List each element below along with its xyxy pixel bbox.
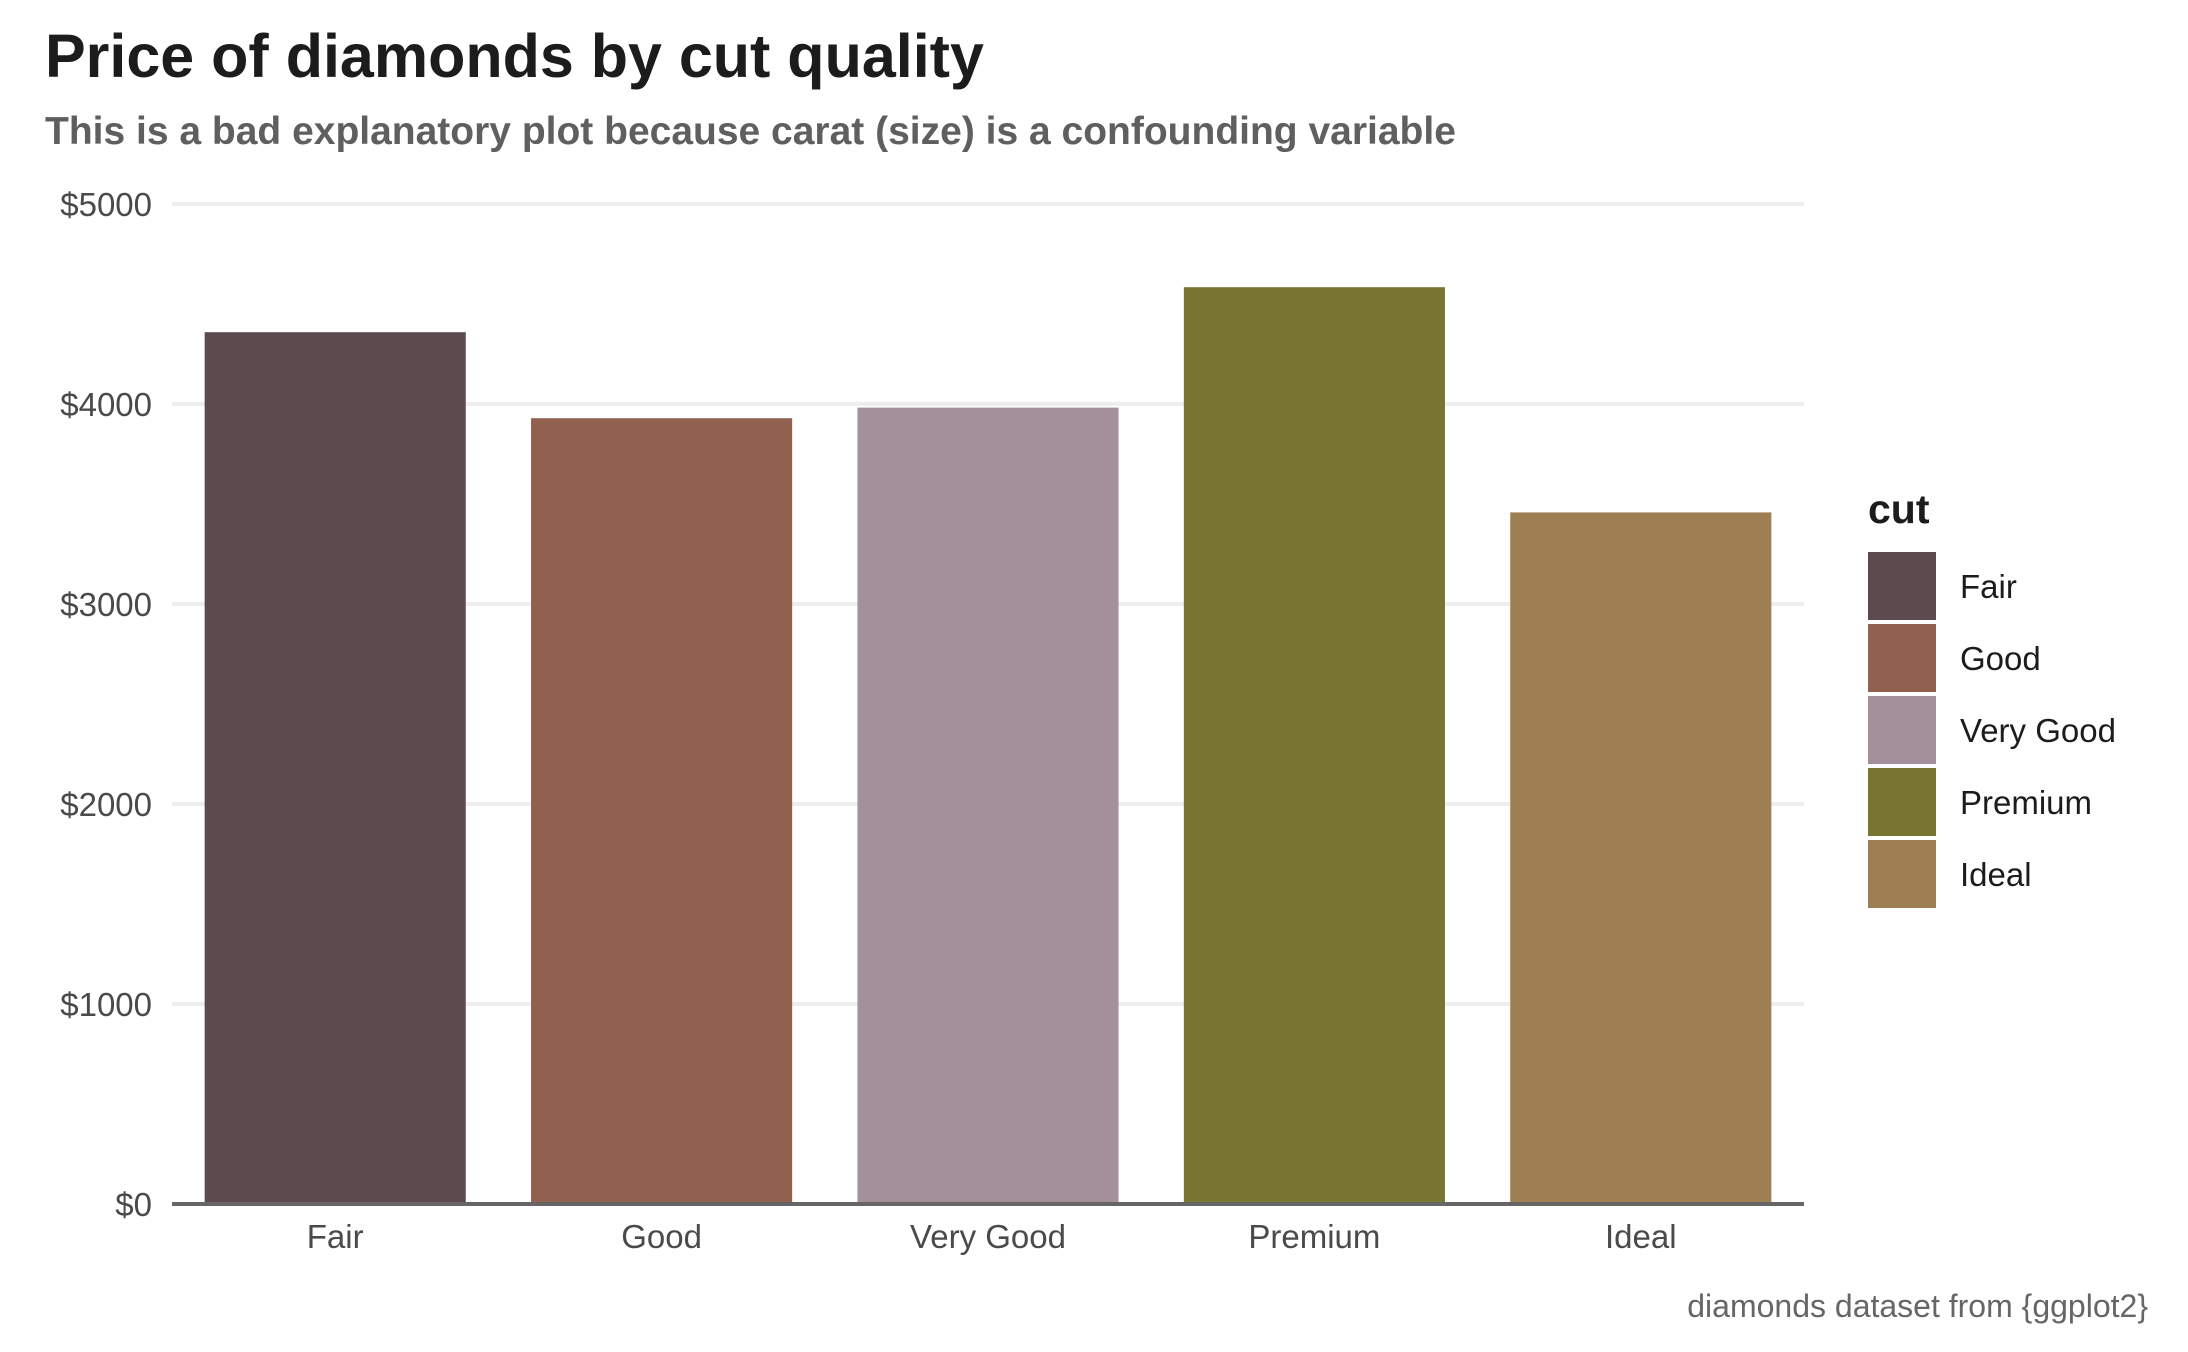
y-axis-ticks: $0 $1000 $2000 $3000 $4000 $5000 bbox=[60, 186, 152, 1223]
bars bbox=[204, 287, 1772, 1205]
chart-title: Price of diamonds by cut quality bbox=[45, 22, 984, 90]
chart-subtitle: This is a bad explanatory plot because c… bbox=[45, 110, 1456, 153]
y-tick-label: $2000 bbox=[60, 786, 152, 823]
x-axis-ticks: Fair Good Very Good Premium Ideal bbox=[307, 1218, 1677, 1255]
x-tick-label: Premium bbox=[1248, 1218, 1380, 1255]
legend-title: cut bbox=[1868, 486, 1930, 532]
y-tick-label: $5000 bbox=[60, 186, 152, 223]
bar bbox=[857, 407, 1119, 1205]
bar bbox=[1510, 512, 1772, 1204]
y-tick-label: $4000 bbox=[60, 386, 152, 423]
legend: cut Fair Good Very Good Premium Ideal bbox=[1868, 486, 2116, 908]
y-tick-label: $1000 bbox=[60, 986, 152, 1023]
x-tick-label: Ideal bbox=[1605, 1218, 1677, 1255]
legend-swatch bbox=[1868, 696, 1936, 764]
legend-label: Fair bbox=[1960, 568, 2017, 605]
x-tick-label: Fair bbox=[307, 1218, 364, 1255]
legend-swatch bbox=[1868, 768, 1936, 836]
legend-swatch bbox=[1868, 840, 1936, 908]
y-tick-label: $0 bbox=[115, 1186, 152, 1223]
x-tick-label: Very Good bbox=[910, 1218, 1066, 1255]
legend-label: Premium bbox=[1960, 784, 2092, 821]
legend-label: Ideal bbox=[1960, 856, 2032, 893]
legend-swatch bbox=[1868, 624, 1936, 692]
bar bbox=[531, 418, 793, 1204]
bar bbox=[204, 332, 466, 1204]
legend-items: Fair Good Very Good Premium Ideal bbox=[1868, 552, 2116, 908]
legend-swatch bbox=[1868, 552, 1936, 620]
legend-label: Very Good bbox=[1960, 712, 2116, 749]
bar bbox=[1183, 287, 1445, 1204]
x-tick-label: Good bbox=[621, 1218, 702, 1255]
legend-label: Good bbox=[1960, 640, 2041, 677]
chart-caption: diamonds dataset from {ggplot2} bbox=[1687, 1288, 2148, 1324]
y-tick-label: $3000 bbox=[60, 586, 152, 623]
